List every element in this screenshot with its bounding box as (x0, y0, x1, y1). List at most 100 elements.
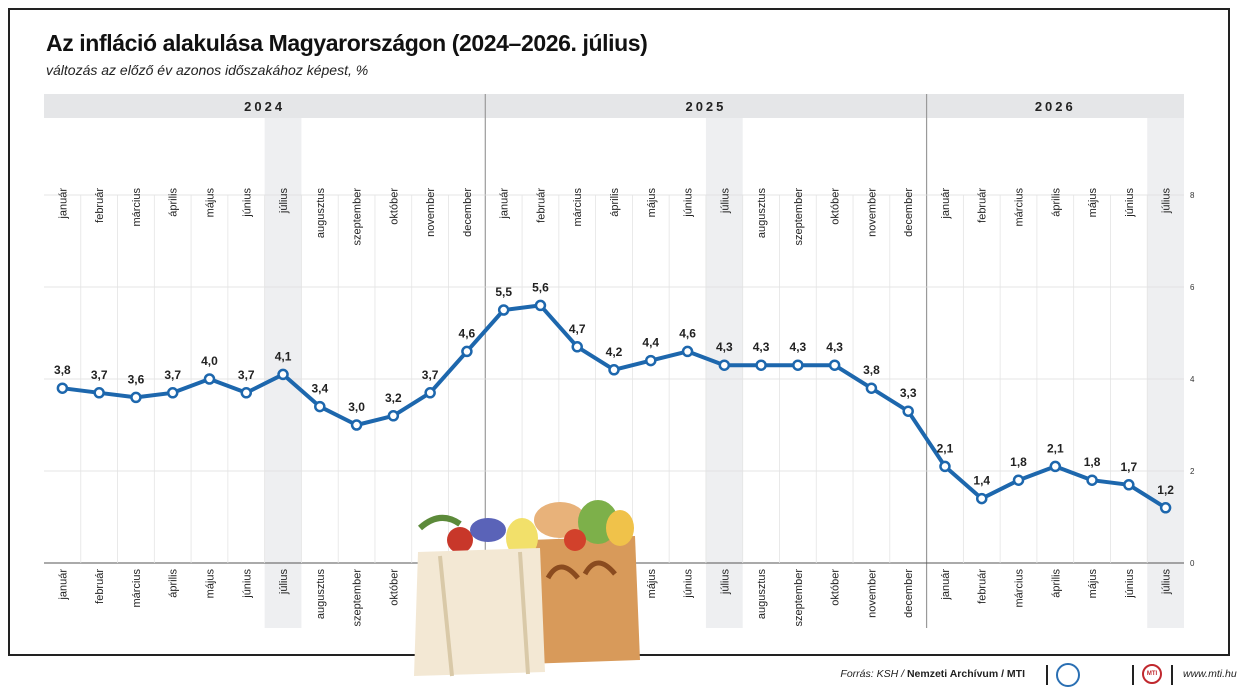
month-label-bottom: augusztus (315, 569, 327, 620)
month-label-bottom: október (388, 569, 400, 606)
data-label: 3,7 (91, 368, 108, 382)
month-label-bottom: február (94, 569, 106, 604)
month-label-bottom: március (1014, 569, 1026, 608)
data-label: 3,8 (863, 363, 880, 377)
data-label: 5,5 (495, 285, 512, 299)
data-label: 3,4 (311, 382, 328, 396)
year-band (44, 94, 1184, 118)
website-link[interactable]: www.mti.hu (1183, 668, 1237, 680)
data-point (939, 460, 951, 473)
month-label-top: február (535, 188, 547, 223)
data-label: 1,7 (1120, 460, 1137, 474)
month-label-top: április (1050, 188, 1062, 217)
data-point (93, 387, 105, 399)
month-label-bottom: január (940, 569, 952, 601)
month-label-bottom: november (866, 569, 878, 618)
month-label-bottom: július (1161, 569, 1173, 596)
data-label: 4,3 (753, 340, 770, 354)
month-label-bottom: október (830, 569, 842, 606)
month-label-bottom: július (719, 569, 731, 596)
data-point (828, 359, 841, 371)
source-text: Forrás: KSH / Nemzeti Archívum / MTI (840, 668, 1025, 680)
month-label-bottom: május (1087, 569, 1099, 599)
month-label-bottom: február (977, 569, 989, 604)
year-label: 2024 (244, 99, 285, 114)
month-label-top: december (462, 188, 474, 237)
data-point (681, 345, 694, 358)
duna-logo-icon (1056, 663, 1080, 687)
highlight-column (705, 118, 743, 628)
corn-shape (606, 510, 634, 546)
data-point (461, 345, 473, 358)
data-point (130, 391, 142, 404)
month-label-top: október (388, 188, 400, 225)
data-point (1012, 474, 1025, 486)
month-label-bottom: július (278, 569, 290, 596)
month-label-bottom: december (903, 569, 915, 618)
data-label: 4,1 (275, 349, 292, 363)
bag-handle (582, 560, 617, 576)
month-label-top: január (57, 188, 69, 220)
data-label: 2,1 (937, 441, 954, 455)
bag-handle (545, 564, 580, 580)
month-label-top: december (903, 188, 915, 237)
data-label: 3,0 (348, 400, 365, 414)
data-label: 4,4 (642, 336, 659, 350)
data-point (975, 492, 988, 505)
data-label: 3,7 (164, 368, 181, 382)
data-point (1086, 474, 1098, 486)
data-label: 4,6 (679, 326, 696, 340)
month-label-top: június (683, 188, 695, 218)
data-point (277, 368, 289, 381)
month-label-bottom: március (131, 569, 143, 608)
footer: Forrás: KSH / Nemzeti Archívum / MTI MTI… (0, 660, 1240, 692)
bread-shape (534, 502, 586, 538)
month-label-top: március (131, 188, 143, 227)
year-label: 2026 (1035, 99, 1076, 114)
data-label: 1,4 (973, 474, 990, 488)
y-tick-label: 4 (1190, 375, 1195, 384)
cloth-bag-front (414, 548, 545, 676)
chart-title: Az infláció alakulása Magyarországon (20… (46, 30, 648, 56)
data-label: 1,2 (1157, 483, 1174, 497)
data-point (902, 405, 914, 417)
data-label: 4,7 (569, 322, 586, 336)
month-label-top: augusztus (756, 188, 768, 239)
month-label-top: február (977, 188, 989, 223)
month-label-top: március (1014, 188, 1026, 227)
month-label-bottom: szeptember (352, 569, 364, 627)
data-label: 3,7 (238, 368, 255, 382)
chart-subtitle: változás az előző év azonos időszakához … (46, 62, 369, 78)
data-label: 3,8 (54, 363, 71, 377)
month-label-top: május (1087, 188, 1099, 218)
data-point (571, 341, 583, 353)
footer-divider (1171, 665, 1173, 685)
data-point (1123, 479, 1135, 491)
month-label-bottom: április (168, 569, 180, 598)
data-label: 3,7 (422, 368, 439, 382)
data-label: 3,6 (128, 372, 145, 386)
data-label: 5,6 (532, 280, 549, 294)
data-label: 4,6 (459, 326, 476, 340)
data-point (1159, 502, 1172, 514)
month-label-bottom: június (241, 569, 253, 599)
month-label-bottom: április (1050, 569, 1062, 598)
month-label-top: szeptember (352, 188, 364, 246)
data-label: 4,3 (716, 340, 733, 354)
highlight-column (1147, 118, 1184, 628)
month-label-top: július (719, 188, 731, 215)
data-label: 1,8 (1084, 455, 1101, 469)
month-label-top: január (940, 188, 952, 220)
data-label: 4,3 (790, 340, 807, 354)
data-label: 1,8 (1010, 455, 1027, 469)
data-point (387, 410, 400, 422)
bag-fold (438, 551, 530, 677)
month-label-top: szeptember (793, 188, 805, 246)
data-point (166, 387, 179, 399)
data-point (718, 359, 731, 371)
data-label: 3,3 (900, 386, 917, 400)
data-point (755, 359, 767, 371)
data-point (645, 354, 657, 367)
month-label-bottom: szeptember (793, 569, 805, 627)
